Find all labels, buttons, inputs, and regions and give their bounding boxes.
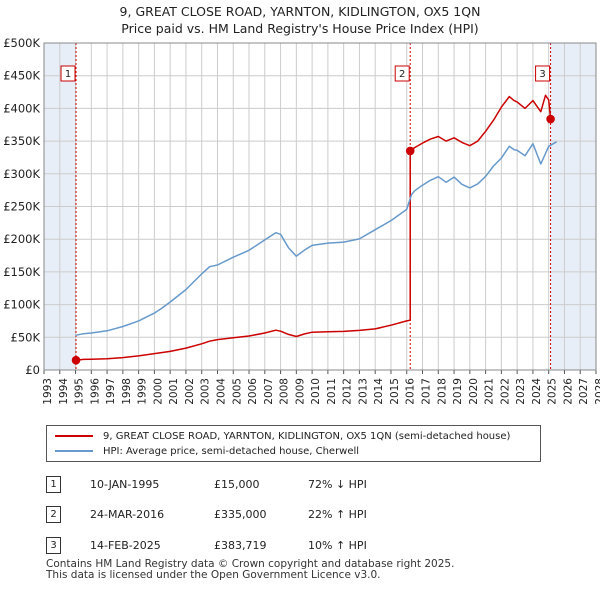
legend-item-property: 9, GREAT CLOSE ROAD, YARNTON, KIDLINGTON… [55,429,510,443]
sale-number-box [535,65,551,82]
x-tick-label: 2022 [499,378,511,405]
legend-line-property [55,435,93,437]
footer-licence: This data is licensed under the Open Gov… [46,569,381,581]
y-tick-label: £150K [3,265,40,279]
chart-title-block: 9, GREAT CLOSE ROAD, YARNTON, KIDLINGTON… [0,3,600,37]
plot-border [43,42,597,371]
sale-number-badge: 3 [46,537,61,554]
x-tick-label: 1997 [105,378,117,405]
series-line-hpi [75,141,557,337]
x-tick-label: 2015 [389,378,401,405]
x-tick-label: 2006 [247,378,259,405]
sale-number-box [394,65,410,82]
y-tick-label: £400K [3,101,40,115]
sale-number-label: 3 [539,69,545,80]
y-tick-label: £350K [3,134,40,148]
chart-legend: 9, GREAT CLOSE ROAD, YARNTON, KIDLINGTON… [46,425,541,462]
x-tick-label: 2028 [594,378,600,405]
x-tick-label: 2014 [373,378,385,405]
sale-price: £383,719 [214,539,267,552]
footer-copyright: Contains HM Land Registry data © Crown c… [46,558,455,570]
x-tick-label: 1996 [89,378,101,405]
y-tick-label: £50K [11,330,41,344]
sale-price: £15,000 [214,478,260,491]
y-tick-label: £0 [25,363,40,377]
x-tick-label: 2025 [547,378,559,405]
x-tick-label: 2004 [215,378,227,405]
y-tick-label: £300K [3,167,40,181]
y-tick-label: £100K [3,298,40,312]
legend-label-hpi: HPI: Average price, semi-detached house,… [103,445,360,457]
x-tick-label: 2012 [342,378,354,405]
x-tick-label: 2027 [578,378,590,405]
x-tick-label: 2017 [421,378,433,405]
sale-number-badge: 2 [46,506,61,523]
sale-point [71,355,81,365]
x-tick-label: 2021 [484,378,496,405]
x-tick-label: 2019 [452,378,464,405]
x-tick-label: 2009 [294,378,306,405]
y-tick-label: £250K [3,200,40,214]
footer: Contains HM Land Registry data © Crown c… [46,559,454,581]
x-tick-label: 2023 [515,378,527,405]
chart-title: 9, GREAT CLOSE ROAD, YARNTON, KIDLINGTON… [119,4,481,19]
x-tick-label: 2008 [279,378,291,405]
x-tick-label: 2013 [357,378,369,405]
sale-number-box [60,65,76,82]
x-tick-label: 2020 [468,378,480,405]
sale-number-label: 2 [399,69,405,80]
x-tick-label: 2016 [405,378,417,405]
x-tick-label: 1998 [121,378,133,405]
x-tick-label: 2005 [231,378,243,405]
x-tick-label: 2011 [326,378,338,405]
legend-line-hpi [55,450,93,452]
x-tick-label: 2024 [531,378,543,405]
sale-hpi-change: 10% ↑ HPI [308,539,367,552]
sale-date: 24-MAR-2016 [90,508,165,521]
sale-date: 10-JAN-1995 [90,478,160,491]
legend-label-property: 9, GREAT CLOSE ROAD, YARNTON, KIDLINGTON… [103,430,511,442]
sale-date: 14-FEB-2025 [90,539,161,552]
series-line-property [75,94,553,361]
sale-price: £335,000 [214,508,267,521]
sale-number-badge: 1 [46,476,61,493]
sale-hpi-change: 22% ↑ HPI [308,508,367,521]
price-chart: 1993 1994 1995 1996 1997 1998 1999 2000 2001 2002… [3,36,600,405]
sale-row: 1 10-JAN-1995 £15,000 72% ↓ HPI [46,476,406,494]
x-tick-label: 1999 [137,378,149,405]
x-tick-label: 2010 [310,378,322,405]
sale-row: 3 14-FEB-2025 £383,719 10% ↑ HPI [46,537,406,555]
sale-row: 2 24-MAR-2016 £335,000 22% ↑ HPI [46,506,406,524]
x-tick-label: 2001 [168,378,180,405]
sale-number-label: 1 [65,69,71,80]
x-tick-label: 1993 [42,378,54,405]
sale-point [546,114,555,124]
x-tick-label: 2002 [184,378,196,405]
x-tick-label: 2007 [263,378,275,405]
x-tick-label: 1995 [74,378,86,405]
y-tick-label: £450K [3,69,40,83]
x-tick-label: 2000 [152,378,164,405]
x-tick-label: 2018 [436,378,448,405]
x-tick-label: 2003 [200,378,212,405]
chart-subtitle: Price paid vs. HM Land Registry's House … [121,21,479,36]
sale-point [405,146,415,156]
sale-hpi-change: 72% ↓ HPI [308,478,367,491]
legend-item-hpi: HPI: Average price, semi-detached house,… [55,444,359,458]
y-tick-label: £500K [3,36,40,50]
x-tick-label: 1994 [58,378,70,405]
x-tick-label: 2026 [562,378,574,405]
y-tick-label: £200K [3,232,40,246]
